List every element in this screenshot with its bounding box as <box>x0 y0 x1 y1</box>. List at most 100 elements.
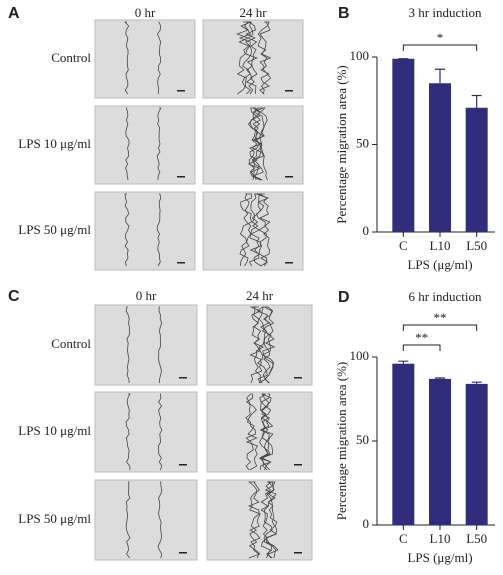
bar <box>429 83 451 232</box>
cell-edge <box>249 306 263 384</box>
significance-label: * <box>437 30 444 45</box>
scale-bar <box>177 176 185 178</box>
y-tick-label: 50 <box>356 432 369 447</box>
row-label: Control <box>51 336 91 351</box>
y-axis-label: Percentage migration area (%) <box>334 65 349 223</box>
micrograph <box>206 304 313 386</box>
y-tick-label: 0 <box>363 223 370 238</box>
scale-bar <box>294 464 302 466</box>
cell-edge <box>245 393 256 471</box>
scale-bar <box>177 90 185 92</box>
chart-title: 6 hr induction <box>409 289 482 304</box>
cell-edge <box>157 21 162 95</box>
column-label: 0 hr <box>136 288 157 303</box>
error-bar <box>471 94 482 108</box>
cell-edge <box>125 393 131 471</box>
cell-edge <box>259 193 271 267</box>
cell-edge <box>124 193 130 267</box>
micrograph <box>94 19 196 99</box>
cell-edge <box>263 481 277 559</box>
cell-edge <box>248 193 262 267</box>
micrograph <box>94 391 198 473</box>
x-axis-label: LPS (μg/ml) <box>407 257 472 272</box>
micrograph-bg <box>94 391 198 473</box>
panel-letter: D <box>338 289 350 306</box>
micrograph-bg <box>94 105 196 185</box>
cell-edge <box>124 21 130 95</box>
cell-edge <box>259 107 268 181</box>
significance-bracket <box>402 344 441 351</box>
panel-letter: C <box>8 288 20 305</box>
y-tick-label: 100 <box>350 48 370 63</box>
micrograph-bg <box>206 479 313 561</box>
bar <box>465 383 488 525</box>
error-bar <box>398 360 409 364</box>
panel-letter: A <box>8 5 20 22</box>
bar <box>392 363 415 525</box>
cell-edge <box>264 481 278 559</box>
y-tick-label: 50 <box>356 135 369 150</box>
cell-edge <box>125 306 130 384</box>
cell-edge <box>125 107 130 181</box>
micrograph-bg <box>94 19 196 99</box>
x-tick-label: C <box>399 238 408 253</box>
column-label: 24 hr <box>246 288 274 303</box>
y-axis-label: Percentage migration area (%) <box>334 362 349 520</box>
x-axis-label: LPS (μg/ml) <box>407 550 472 565</box>
cell-edge <box>156 193 162 267</box>
bar <box>465 107 488 232</box>
y-tick-label: 0 <box>363 516 370 531</box>
x-tick-label: L10 <box>430 238 451 253</box>
cell-edge <box>256 306 270 384</box>
chart-title: 3 hr induction <box>409 5 482 20</box>
cell-edge <box>247 107 260 181</box>
micrograph <box>94 105 196 185</box>
cell-edge <box>258 306 271 384</box>
scale-bar <box>294 552 302 554</box>
cell-edge <box>236 21 250 95</box>
panel-letter: B <box>338 5 350 22</box>
cell-edge <box>247 21 258 95</box>
scale-bar <box>285 262 293 264</box>
cell-edge <box>245 21 258 95</box>
cell-edge <box>125 481 131 559</box>
cell-edge <box>239 193 252 267</box>
row-label: LPS 10 μg/ml <box>18 136 91 151</box>
column-label: 0 hr <box>135 5 156 20</box>
row-label: LPS 50 μg/ml <box>18 222 91 237</box>
x-tick-label: L50 <box>466 531 487 546</box>
error-bar <box>435 68 445 84</box>
error-bar <box>471 381 482 384</box>
bar <box>429 378 451 525</box>
row-label: LPS 50 μg/ml <box>18 511 91 526</box>
error-bar <box>435 377 445 379</box>
micrograph <box>94 304 198 386</box>
bar <box>392 58 415 232</box>
cell-edge <box>156 107 162 181</box>
cell-edge <box>157 481 163 559</box>
cell-edge <box>239 21 253 95</box>
cell-edge <box>247 481 261 559</box>
cell-edge <box>250 107 262 181</box>
micrograph-bg <box>94 304 198 386</box>
row-label: LPS 10 μg/ml <box>18 423 91 438</box>
micrograph-bg <box>202 105 304 185</box>
cell-edge <box>265 481 279 559</box>
cell-edge <box>260 393 274 471</box>
cell-edge <box>259 21 272 95</box>
significance-label: ** <box>415 330 428 345</box>
cell-edge <box>157 393 163 471</box>
scale-bar <box>179 464 187 466</box>
micrograph <box>206 479 313 561</box>
micrograph-bg <box>94 191 196 271</box>
scale-bar <box>294 377 302 379</box>
cell-edge <box>239 193 252 267</box>
significance-bracket <box>402 324 478 331</box>
micrograph <box>202 105 304 185</box>
micrograph-bg <box>206 391 313 473</box>
cell-edge <box>245 393 259 471</box>
micrograph <box>94 479 198 561</box>
cell-edge <box>261 306 275 384</box>
micrograph-bg <box>94 479 198 561</box>
scale-bar <box>285 90 293 92</box>
